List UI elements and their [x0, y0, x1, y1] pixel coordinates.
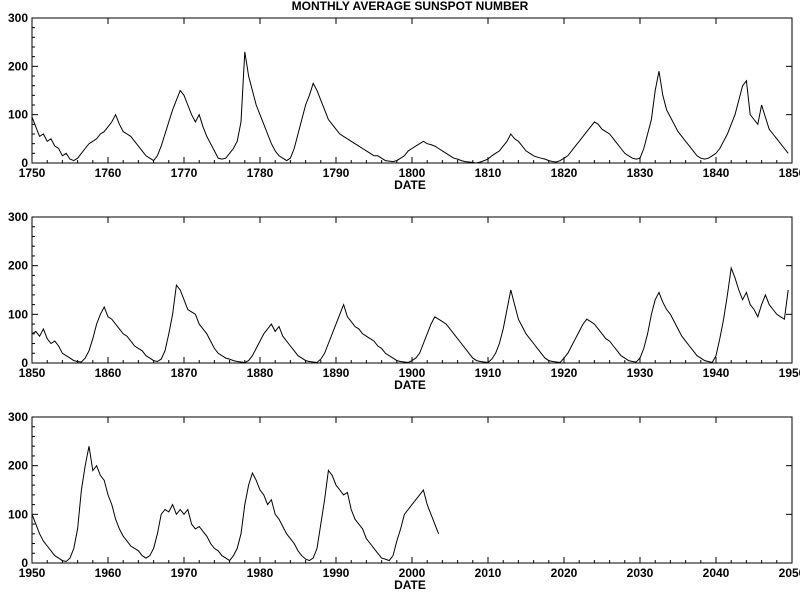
x-tick-label: 1830 [627, 166, 654, 180]
x-tick-label: 1970 [171, 566, 198, 580]
y-tick-label: 100 [8, 307, 28, 321]
x-axis-label: DATE [394, 378, 426, 392]
x-tick-label: 1760 [95, 166, 122, 180]
x-tick-label: 1900 [399, 366, 426, 380]
x-tick-label: 1840 [703, 166, 730, 180]
sunspot-series-line [31, 51, 789, 164]
sunspot-series-line [31, 266, 789, 364]
x-tick-label: 2030 [627, 566, 654, 580]
x-tick-label: 1820 [551, 166, 578, 180]
x-tick-label: 1860 [95, 366, 122, 380]
x-tick-label: 1950 [779, 366, 800, 380]
x-tick-label: 1870 [171, 366, 198, 380]
chart-panels: 1750 1760 1770 1780 1790 1800 1810 1820 1830 1840… [8, 11, 800, 592]
y-tick-label: 300 [8, 11, 28, 25]
plot-frame [31, 416, 793, 564]
y-tick-label: 100 [8, 108, 28, 122]
x-tick-label: 1890 [323, 366, 350, 380]
x-tick-label: 1850 [779, 166, 800, 180]
x-tick-label: 1800 [399, 166, 426, 180]
x-tick-label: 1750 [19, 166, 46, 180]
chart-title: MONTHLY AVERAGE SUNSPOT NUMBER [292, 0, 529, 13]
y-tick-label: 200 [8, 59, 28, 73]
x-tick-label: 1920 [551, 366, 578, 380]
y-tick-label: 200 [8, 259, 28, 273]
x-tick-label: 1930 [627, 366, 654, 380]
y-tick-label: 200 [8, 459, 28, 473]
x-tick-label: 1850 [19, 366, 46, 380]
y-tick-label: 300 [8, 410, 28, 424]
y-tick-label: 300 [8, 210, 28, 224]
x-tick-label: 1960 [95, 566, 122, 580]
x-tick-label: 2040 [703, 566, 730, 580]
x-tick-label: 1950 [19, 566, 46, 580]
x-tick-label: 1810 [475, 166, 502, 180]
x-tick-label: 1940 [703, 366, 730, 380]
x-tick-label: 1790 [323, 166, 350, 180]
x-tick-label: 1880 [247, 366, 274, 380]
x-tick-label: 1910 [475, 366, 502, 380]
x-axis-label: DATE [394, 578, 426, 592]
chart-panel-1: 1750 1760 1770 1780 1790 1800 1810 1820 1830 1840… [8, 11, 800, 192]
x-tick-label: 2020 [551, 566, 578, 580]
x-tick-label: 1990 [323, 566, 350, 580]
plot-frame [31, 216, 793, 364]
y-tick-label: 0 [21, 356, 28, 370]
x-tick-label: 2000 [399, 566, 426, 580]
x-tick-label: 1770 [171, 166, 198, 180]
y-tick-label: 0 [21, 156, 28, 170]
x-tick-label: 1780 [247, 166, 274, 180]
chart-panel-3: 1950 1960 1970 1980 1990 2000 2010 2020 2030 2040… [8, 410, 800, 592]
x-tick-label: 1980 [247, 566, 274, 580]
sunspot-series-line [31, 446, 440, 563]
plot-frame [31, 17, 793, 164]
x-tick-label: 2010 [475, 566, 502, 580]
y-tick-label: 100 [8, 507, 28, 521]
y-tick-label: 0 [21, 556, 28, 570]
x-axis-label: DATE [394, 178, 426, 192]
chart-panel-2: 1850 1860 1870 1880 1890 1900 1910 1920 1930 1940… [8, 210, 800, 392]
